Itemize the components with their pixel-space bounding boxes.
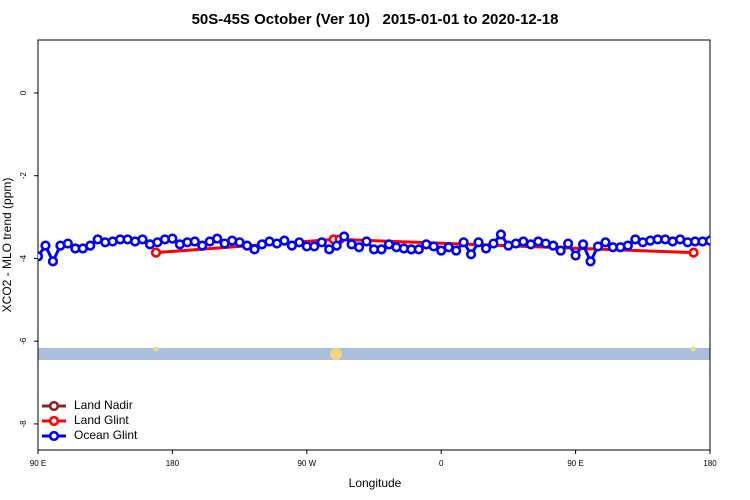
data-point	[622, 240, 633, 251]
data-point	[480, 243, 492, 254]
data-point	[376, 244, 387, 255]
legend-label: Ocean Glint	[74, 428, 138, 442]
data-point	[555, 245, 566, 256]
data-point	[167, 233, 178, 244]
data-point	[294, 237, 305, 248]
data-point	[600, 237, 611, 248]
legend-swatch-marker	[48, 415, 60, 427]
data-point	[458, 237, 469, 248]
y-tick-label: -8	[19, 420, 28, 428]
y-tick-label: -2	[19, 172, 28, 180]
surface-strip	[38, 348, 710, 360]
land-marker	[153, 346, 159, 352]
data-point	[495, 229, 507, 240]
chart-title: 50S-45S October (Ver 10) 2015-01-01 to 2…	[192, 11, 559, 28]
data-point	[309, 241, 320, 252]
data-point	[189, 236, 200, 247]
data-point	[62, 238, 73, 249]
data-point	[316, 237, 327, 248]
data-point	[465, 249, 477, 260]
data-point	[428, 241, 439, 252]
series-layer	[38, 229, 710, 267]
data-point	[577, 239, 589, 250]
data-point	[197, 240, 208, 251]
data-point	[331, 240, 342, 251]
data-point	[324, 244, 335, 255]
data-point	[704, 235, 710, 246]
x-tick-label: 180	[703, 459, 717, 468]
data-point	[585, 256, 596, 267]
land-marker	[330, 348, 342, 360]
y-tick-label: 0	[19, 90, 28, 95]
data-point	[361, 236, 372, 247]
y-axis-title: XCO2 - MLO trend (ppm)	[0, 178, 14, 313]
data-point	[488, 238, 499, 249]
data-point	[563, 238, 574, 249]
data-point	[413, 244, 424, 255]
data-point	[85, 240, 96, 251]
data-point	[150, 247, 162, 258]
data-point	[570, 250, 581, 261]
x-tick-label: 90 W	[297, 459, 316, 468]
legend-swatch-marker	[48, 400, 60, 412]
data-point	[38, 251, 44, 262]
land-marker	[690, 346, 696, 352]
data-point	[339, 231, 350, 242]
data-point	[241, 240, 253, 251]
data-point	[592, 241, 604, 252]
y-tick-label: -6	[19, 337, 28, 345]
x-axis-title: Longitude	[349, 476, 402, 490]
data-point	[212, 233, 223, 244]
data-point	[137, 234, 148, 245]
data-point	[279, 235, 290, 246]
data-point	[451, 245, 462, 256]
legend-swatch-marker	[48, 430, 60, 442]
legend-label: Land Glint	[74, 413, 129, 427]
x-tick-label: 90 E	[567, 459, 583, 468]
x-tick-label: 180	[166, 459, 180, 468]
data-point	[473, 237, 484, 248]
legend-label: Land Nadir	[74, 398, 133, 412]
data-point	[688, 247, 699, 258]
data-point	[353, 242, 365, 253]
y-tick-label: -4	[19, 254, 28, 262]
data-point	[40, 240, 51, 251]
data-point	[548, 240, 559, 251]
data-point	[47, 256, 59, 267]
x-tick-label: 90 E	[30, 459, 46, 468]
x-tick-label: 0	[439, 459, 444, 468]
data-point	[249, 244, 260, 255]
